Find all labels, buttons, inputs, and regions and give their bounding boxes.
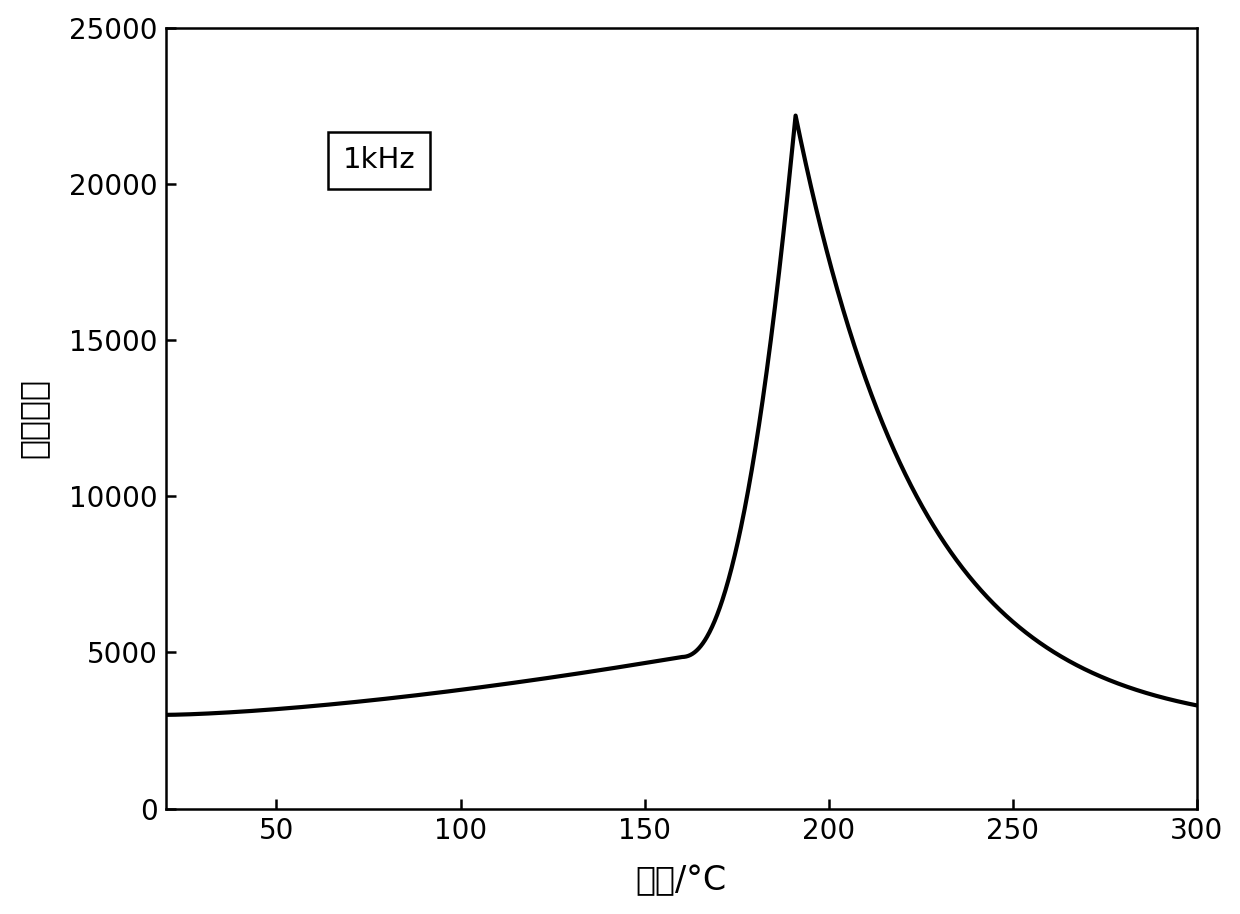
Y-axis label: 介电常数: 介电常数 (16, 378, 50, 458)
Text: 1kHz: 1kHz (342, 146, 415, 175)
X-axis label: 温度/°C: 温度/°C (636, 865, 727, 898)
